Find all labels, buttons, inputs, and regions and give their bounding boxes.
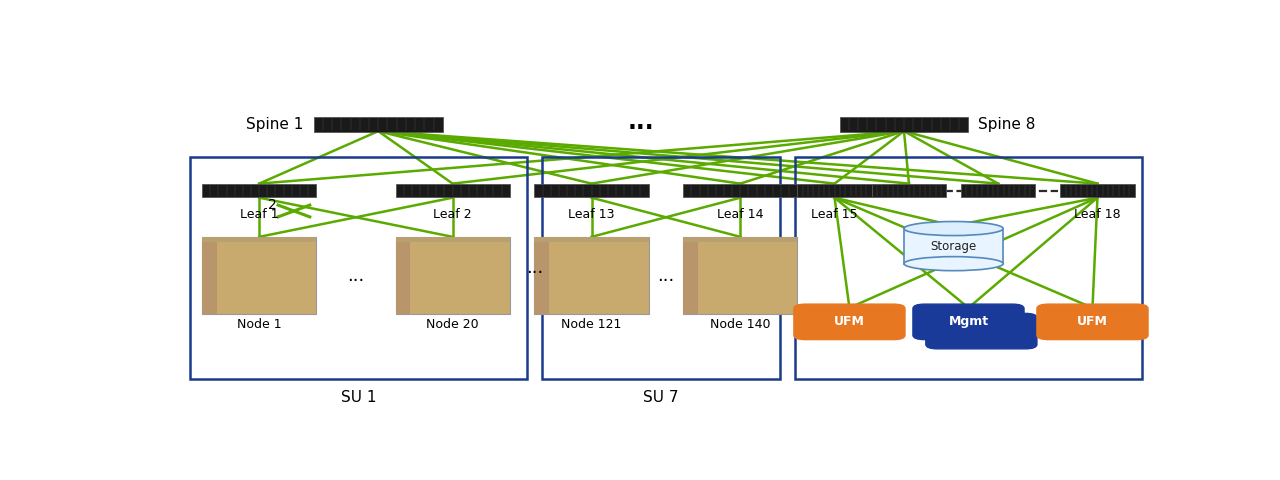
- FancyBboxPatch shape: [535, 237, 649, 242]
- FancyBboxPatch shape: [202, 184, 316, 197]
- FancyBboxPatch shape: [202, 237, 316, 314]
- Text: ...: ...: [347, 267, 365, 285]
- Text: ...: ...: [658, 267, 675, 285]
- Bar: [189, 157, 527, 379]
- FancyBboxPatch shape: [396, 184, 509, 197]
- FancyBboxPatch shape: [396, 237, 411, 314]
- FancyBboxPatch shape: [872, 184, 946, 197]
- FancyBboxPatch shape: [684, 237, 797, 242]
- Text: Mgmt: Mgmt: [961, 324, 1001, 337]
- Ellipse shape: [904, 221, 1004, 236]
- FancyBboxPatch shape: [202, 237, 218, 314]
- Text: Node 121: Node 121: [562, 318, 622, 331]
- FancyBboxPatch shape: [535, 237, 649, 314]
- Text: ...: ...: [526, 259, 544, 277]
- FancyBboxPatch shape: [925, 313, 1037, 349]
- Text: Leaf 14: Leaf 14: [717, 208, 764, 221]
- FancyBboxPatch shape: [797, 184, 872, 197]
- Text: Leaf 1: Leaf 1: [239, 208, 279, 221]
- FancyBboxPatch shape: [684, 237, 698, 314]
- Text: SU 7: SU 7: [644, 390, 678, 405]
- Text: SU 1: SU 1: [340, 390, 376, 405]
- FancyBboxPatch shape: [535, 237, 549, 314]
- FancyBboxPatch shape: [535, 184, 649, 197]
- Bar: [904, 228, 1004, 264]
- Text: Node 1: Node 1: [237, 318, 282, 331]
- Text: Spine 1: Spine 1: [247, 117, 303, 132]
- Text: Node 20: Node 20: [426, 318, 479, 331]
- FancyBboxPatch shape: [684, 184, 797, 197]
- FancyBboxPatch shape: [1037, 304, 1148, 340]
- Text: Mgmt: Mgmt: [948, 315, 988, 328]
- Text: Leaf 18: Leaf 18: [1074, 208, 1121, 221]
- Text: Storage: Storage: [931, 240, 977, 252]
- Ellipse shape: [904, 257, 1004, 271]
- Text: Spine 8: Spine 8: [978, 117, 1036, 132]
- Text: Node 140: Node 140: [710, 318, 771, 331]
- Text: UFM: UFM: [835, 315, 865, 328]
- Text: 2: 2: [268, 198, 276, 213]
- FancyBboxPatch shape: [913, 304, 1024, 340]
- FancyBboxPatch shape: [314, 117, 443, 132]
- Text: Leaf 13: Leaf 13: [568, 208, 614, 221]
- FancyBboxPatch shape: [794, 304, 905, 340]
- FancyBboxPatch shape: [840, 117, 969, 132]
- FancyBboxPatch shape: [684, 237, 797, 314]
- Text: ...: ...: [627, 110, 654, 134]
- Bar: [541, 157, 780, 379]
- Text: Leaf 2: Leaf 2: [434, 208, 472, 221]
- FancyBboxPatch shape: [396, 237, 509, 242]
- FancyBboxPatch shape: [202, 237, 316, 242]
- FancyBboxPatch shape: [961, 184, 1036, 197]
- Text: UFM: UFM: [1076, 315, 1108, 328]
- Text: Leaf 15: Leaf 15: [812, 208, 858, 221]
- Bar: [795, 157, 1142, 379]
- FancyBboxPatch shape: [1060, 184, 1134, 197]
- FancyBboxPatch shape: [396, 237, 509, 314]
